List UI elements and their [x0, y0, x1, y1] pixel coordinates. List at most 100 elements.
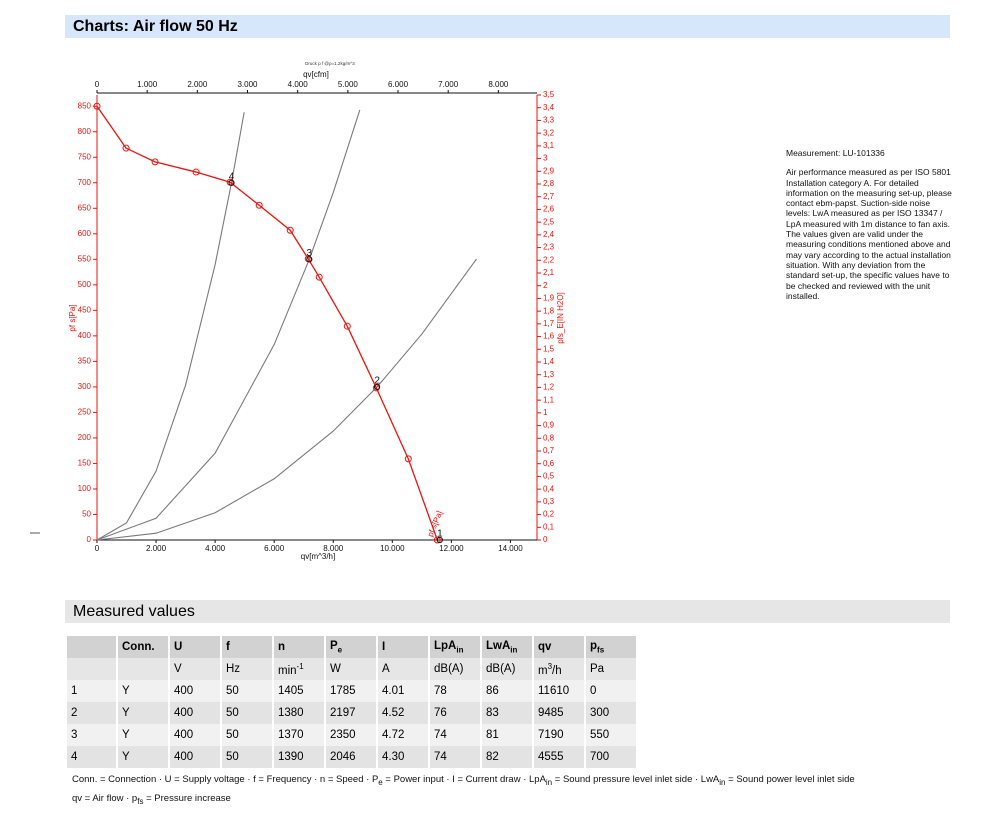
- unit-cell: [67, 658, 116, 680]
- data-cell: Y: [118, 724, 168, 746]
- x2-tick-label: 2.000: [187, 80, 208, 89]
- operating-point-label: 3: [307, 248, 313, 259]
- y2-tick-label: 3,3: [543, 116, 555, 125]
- chart: Druck p f @ρ=1.2kg/m^3 qv[cfm] qv[m^3/h]…: [30, 61, 565, 561]
- text: Conn.: [122, 641, 155, 653]
- unit-cell: [118, 658, 168, 680]
- y2-tick-label: 3: [543, 154, 548, 163]
- y-tick-label: 500: [78, 280, 92, 289]
- y-tick-label: 650: [78, 203, 92, 212]
- subscript: e: [337, 645, 343, 655]
- text: = Sound power level inlet side: [725, 774, 855, 785]
- operating-point-label: 1: [437, 529, 443, 540]
- curve-marker: [286, 226, 294, 234]
- data-row: 2 Y 400 50 1380 2197 4.52 76 83 9485 300: [67, 702, 636, 724]
- y2-tick-label: 2,5: [543, 217, 555, 226]
- data-cell: 76: [430, 702, 480, 724]
- data-cell: 78: [430, 680, 480, 702]
- unit-cell: W: [326, 658, 376, 680]
- data-cell: 400: [170, 680, 220, 702]
- data-cell: 1785: [326, 680, 376, 702]
- y2-tick-label: 2,3: [543, 243, 555, 252]
- y-tick-label: 700: [78, 178, 92, 187]
- notes: Measurement: LU-101336 Air performance m…: [786, 148, 956, 310]
- text: P: [330, 639, 338, 652]
- y2-tick-label: 1,4: [543, 357, 555, 366]
- subscript: fs: [137, 796, 144, 806]
- y-tick-label: 150: [78, 459, 92, 468]
- curve-marker: [192, 168, 200, 176]
- x2-tick-label: 5.000: [338, 80, 359, 89]
- text: LwA: [486, 639, 511, 652]
- data-cell: 700: [586, 746, 636, 768]
- header-cell: U: [170, 636, 220, 658]
- curve-marker: [315, 273, 323, 281]
- y2-tick-label: 2,4: [543, 230, 555, 239]
- y2-tick-label: 2,8: [543, 179, 555, 188]
- data-cell: 50: [222, 724, 272, 746]
- operating-point: [228, 179, 235, 186]
- data-cell: 1370: [274, 724, 324, 746]
- text: Pa: [590, 663, 605, 675]
- y2-tick-label: 0,5: [543, 472, 555, 481]
- data-cell: 83: [482, 702, 532, 724]
- y2-tick-label: 3,4: [543, 103, 555, 112]
- y2-tick-label: 1,7: [543, 319, 555, 328]
- unit-cell: min-1: [274, 658, 324, 680]
- data-cell: 86: [482, 680, 532, 702]
- x2-tick-label: 7.000: [438, 80, 459, 89]
- y2-tick-label: 3,2: [543, 128, 555, 137]
- superscript: -1: [296, 661, 304, 671]
- data-cell: 50: [222, 746, 272, 768]
- x2-tick-label: 0: [95, 80, 100, 89]
- text: = Sound pressure level inlet side · LwA: [552, 774, 720, 785]
- section-title: Measured values: [73, 603, 195, 620]
- x-tick-label: 2.000: [146, 544, 167, 553]
- header-cell: qv: [534, 636, 584, 658]
- system-curve: [96, 258, 477, 541]
- header-cell: n: [274, 636, 324, 658]
- subscript: in: [510, 645, 518, 655]
- y-tick-label: 400: [78, 331, 92, 340]
- y-tick-label: 850: [78, 101, 92, 110]
- text: qv: [538, 641, 552, 653]
- unit-cell: Hz: [222, 658, 272, 680]
- y2-tick-label: 0,9: [543, 421, 555, 430]
- subscript: e: [378, 777, 383, 787]
- system-curve: [96, 109, 361, 541]
- y2-tick-label: 3,1: [543, 141, 555, 150]
- y2-tick-label: 0,3: [543, 497, 555, 506]
- system-curve: [96, 112, 245, 541]
- data-row: 1 Y 400 50 1405 1785 4.01 78 86 11610 0: [67, 680, 636, 702]
- y-tick-label: 450: [78, 305, 92, 314]
- superscript: 3: [547, 661, 553, 671]
- text: qv = Air flow · p: [72, 792, 138, 804]
- x2-tick-label: 1.000: [137, 80, 158, 89]
- text: = Pressure increase: [143, 792, 231, 804]
- y2-tick-label: 2,1: [543, 268, 555, 277]
- data-cell: 11610: [534, 680, 584, 702]
- data-cell: 50: [222, 702, 272, 724]
- operating-point: [436, 536, 443, 544]
- data-cell: 2: [67, 702, 116, 724]
- text: f: [226, 641, 230, 653]
- subscript: in: [719, 777, 726, 787]
- operating-point: [306, 256, 313, 263]
- y-tick-label: 550: [78, 254, 92, 263]
- subscript: fs: [597, 645, 605, 655]
- data-cell: 4.30: [378, 746, 428, 768]
- unit-cell: A: [378, 658, 428, 680]
- data-cell: 4: [67, 746, 116, 768]
- y2-tick-label: 2,2: [543, 255, 555, 264]
- data-cell: 400: [170, 724, 220, 746]
- x2-tick-label: 3.000: [237, 80, 258, 89]
- y2-tick-label: 0,4: [543, 484, 555, 493]
- unit-cell: m3/h: [534, 658, 584, 680]
- operating-point-label: 2: [374, 376, 380, 387]
- text: /h: [552, 664, 562, 677]
- x-tick-label: 0: [95, 544, 100, 553]
- footnote: Conn. = Connection · U = Supply voltage …: [72, 772, 855, 810]
- y-tick-label: 600: [78, 229, 92, 238]
- text: V: [174, 663, 182, 675]
- text: LpA: [434, 639, 457, 652]
